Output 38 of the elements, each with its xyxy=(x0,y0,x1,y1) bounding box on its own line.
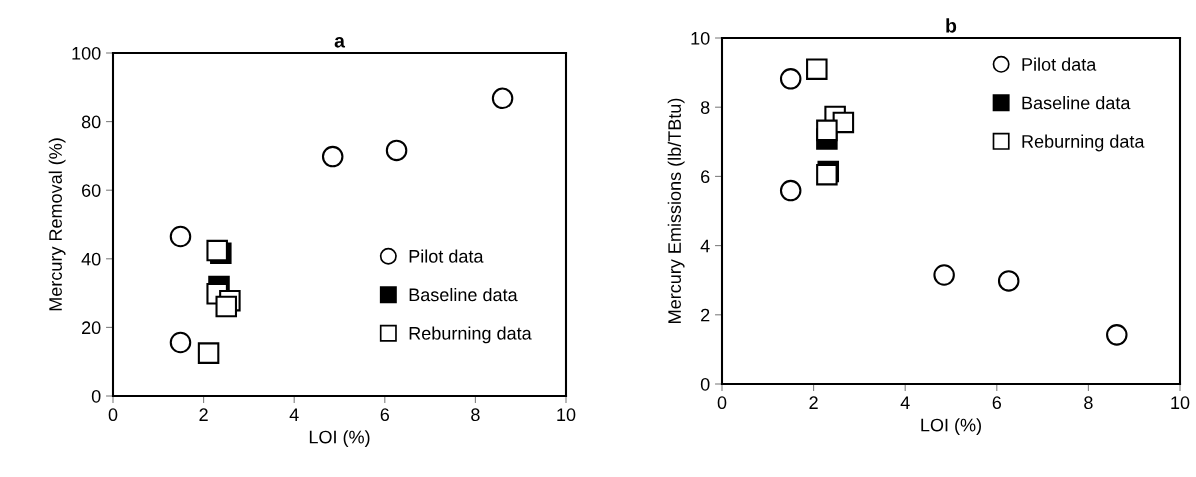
x-axis-title: LOI (%) xyxy=(921,418,981,436)
y-tick-label: 2 xyxy=(701,308,710,322)
x-tick-label: 0 xyxy=(108,408,118,422)
y-tick-label: 8 xyxy=(700,101,710,114)
point xyxy=(816,119,838,142)
x-tick-label: 0 xyxy=(717,396,727,410)
x-tick-label: 4 xyxy=(289,408,299,421)
y-tick-label: 4 xyxy=(700,239,710,253)
y-tick-label: 10 xyxy=(691,31,710,45)
x-tick-label: 10 xyxy=(1171,396,1190,410)
legend-label: Pilot data xyxy=(1022,57,1097,71)
x-tick-label: 8 xyxy=(1084,396,1093,410)
y-tick-label: 60 xyxy=(82,184,101,197)
y-tick-label: 80 xyxy=(81,115,101,129)
x-tick-label: 10 xyxy=(557,408,576,422)
y-tick-label: 0 xyxy=(700,377,710,391)
x-tick-label: 6 xyxy=(380,408,390,422)
point xyxy=(197,342,220,364)
chart-title: a xyxy=(334,36,346,48)
y-tick-label: 100 xyxy=(72,46,101,60)
legend-label: Reburning data xyxy=(1022,134,1145,152)
x-tick-label: 6 xyxy=(992,396,1002,410)
y-tick-label: 6 xyxy=(701,170,710,184)
legend-label: Reburning data xyxy=(409,326,532,344)
point xyxy=(215,295,238,318)
legend-label: Pilot data xyxy=(409,249,484,263)
x-axis-title: LOI (%) xyxy=(309,430,370,448)
y-axis-title: Mercury Emissions (lb/TBtu) xyxy=(667,98,685,323)
y-tick-label: 20 xyxy=(82,321,101,335)
x-tick-label: 4 xyxy=(900,396,910,409)
x-tick-label: 8 xyxy=(471,408,480,422)
chart-title: b xyxy=(946,18,957,33)
legend-label: Baseline data xyxy=(409,287,518,302)
legend-label: Baseline data xyxy=(1022,96,1131,110)
y-tick-label: 40 xyxy=(81,252,101,266)
x-tick-label: 2 xyxy=(809,396,818,409)
y-axis-title: Mercury Removal (%) xyxy=(48,138,66,311)
x-tick-label: 2 xyxy=(199,408,208,421)
